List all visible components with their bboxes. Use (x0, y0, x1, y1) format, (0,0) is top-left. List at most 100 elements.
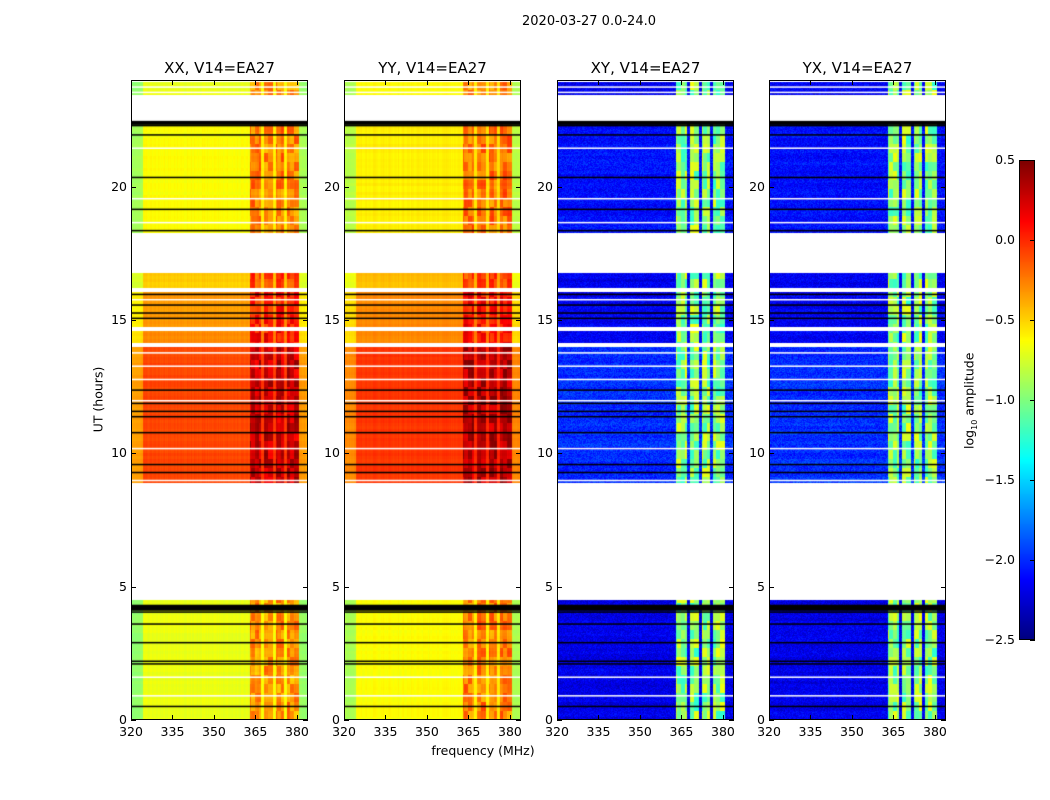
x-tick-label: 380 (498, 724, 522, 739)
y-tick-label: 0 (757, 712, 765, 727)
x-tick (934, 80, 936, 85)
x-tick (893, 80, 895, 85)
y-tick (941, 453, 946, 455)
colorbar-tick (1030, 160, 1035, 161)
y-tick (557, 720, 562, 721)
colorbar-tick (1030, 240, 1035, 241)
x-tick-label: 380 (923, 724, 947, 739)
x-tick-label: 365 (243, 724, 268, 739)
heatmap-cells (558, 81, 733, 719)
y-tick (729, 453, 734, 455)
colorbar-tick-label: −1.0 (984, 392, 1015, 407)
y-tick (557, 186, 562, 188)
x-tick (810, 715, 812, 720)
y-tick (516, 720, 521, 721)
x-tick (426, 80, 428, 85)
colorbar-tick-label: −2.5 (984, 632, 1015, 647)
x-tick-label: 365 (881, 724, 906, 739)
y-tick (557, 586, 562, 588)
y-tick-label: 20 (111, 178, 127, 194)
figure-title: 2020-03-27 0.0-24.0 (522, 14, 656, 29)
x-tick (213, 80, 215, 85)
x-tick-label: 335 (798, 724, 823, 739)
y-tick (131, 720, 136, 721)
panel-title: XX, V14=EA27 (164, 59, 275, 77)
y-tick (557, 453, 562, 455)
colorbar-label-log: log (961, 429, 977, 449)
colorbar-tick-label: 0.5 (995, 152, 1015, 167)
y-tick (769, 453, 774, 455)
colorbar-label-rest: amplitude (961, 352, 977, 420)
y-tick-label: 10 (324, 445, 340, 461)
colorbar-tick-label: 0.0 (995, 232, 1015, 247)
x-tick (344, 715, 345, 720)
x-tick (557, 715, 558, 720)
x-tick (810, 80, 812, 85)
y-tick (344, 186, 349, 188)
heatmap-cells (132, 81, 307, 719)
y-tick (557, 320, 562, 321)
y-tick (344, 453, 349, 455)
y-tick (729, 586, 734, 588)
x-tick-label: 380 (285, 724, 309, 739)
colorbar-tick-label: −0.5 (984, 312, 1015, 327)
y-tick-label: 10 (749, 445, 765, 461)
y-tick-label: 15 (749, 312, 765, 327)
panel-title: XY, V14=EA27 (590, 59, 701, 77)
x-tick (385, 715, 387, 720)
panel-title: YX, V14=EA27 (802, 59, 913, 77)
y-tick-label: 0 (332, 712, 340, 727)
y-tick (303, 186, 308, 188)
y-tick (769, 586, 774, 588)
heatmap-cells (345, 81, 520, 719)
x-tick (681, 80, 683, 85)
heatmap-panel (131, 80, 308, 720)
panel-title: YY, V14=EA27 (378, 59, 487, 77)
colorbar-tick-label: −1.5 (984, 472, 1015, 487)
y-tick (516, 453, 521, 455)
x-axis-label: frequency (MHz) (431, 743, 535, 758)
y-tick-label: 20 (537, 178, 553, 194)
x-tick (172, 715, 174, 720)
y-tick (769, 320, 774, 321)
y-tick (303, 586, 308, 588)
y-tick (131, 186, 136, 188)
colorbar-tick (1030, 640, 1035, 641)
x-tick (722, 80, 724, 85)
x-tick (769, 80, 770, 85)
y-tick-label: 0 (545, 712, 553, 727)
colorbar-tick (1030, 560, 1035, 561)
x-tick (131, 715, 132, 720)
y-tick (941, 720, 946, 721)
x-tick (851, 715, 853, 720)
colorbar-label-sub: 10 (969, 419, 979, 430)
y-tick (303, 320, 308, 321)
y-tick-label: 0 (119, 712, 127, 727)
x-tick-label: 320 (545, 724, 569, 739)
y-tick-label: 5 (545, 578, 553, 594)
y-tick (344, 320, 349, 321)
x-tick-label: 380 (711, 724, 735, 739)
x-tick-label: 350 (840, 724, 864, 739)
y-tick-label: 5 (119, 578, 127, 594)
x-tick-label: 335 (586, 724, 611, 739)
y-tick-label: 20 (749, 178, 765, 194)
x-tick (426, 715, 428, 720)
x-tick-label: 335 (160, 724, 185, 739)
y-tick (344, 586, 349, 588)
y-tick-label: 15 (537, 312, 553, 327)
x-tick-label: 365 (669, 724, 694, 739)
x-tick (722, 715, 724, 720)
x-tick (296, 715, 298, 720)
y-tick (131, 453, 136, 455)
heatmap-cells (770, 81, 945, 719)
x-tick (639, 80, 641, 85)
x-tick (934, 715, 936, 720)
x-tick-label: 350 (628, 724, 652, 739)
x-tick-label: 335 (373, 724, 398, 739)
x-tick (255, 715, 257, 720)
y-tick-label: 10 (537, 445, 553, 461)
colorbar-tick (1030, 480, 1035, 481)
x-tick (131, 80, 132, 85)
